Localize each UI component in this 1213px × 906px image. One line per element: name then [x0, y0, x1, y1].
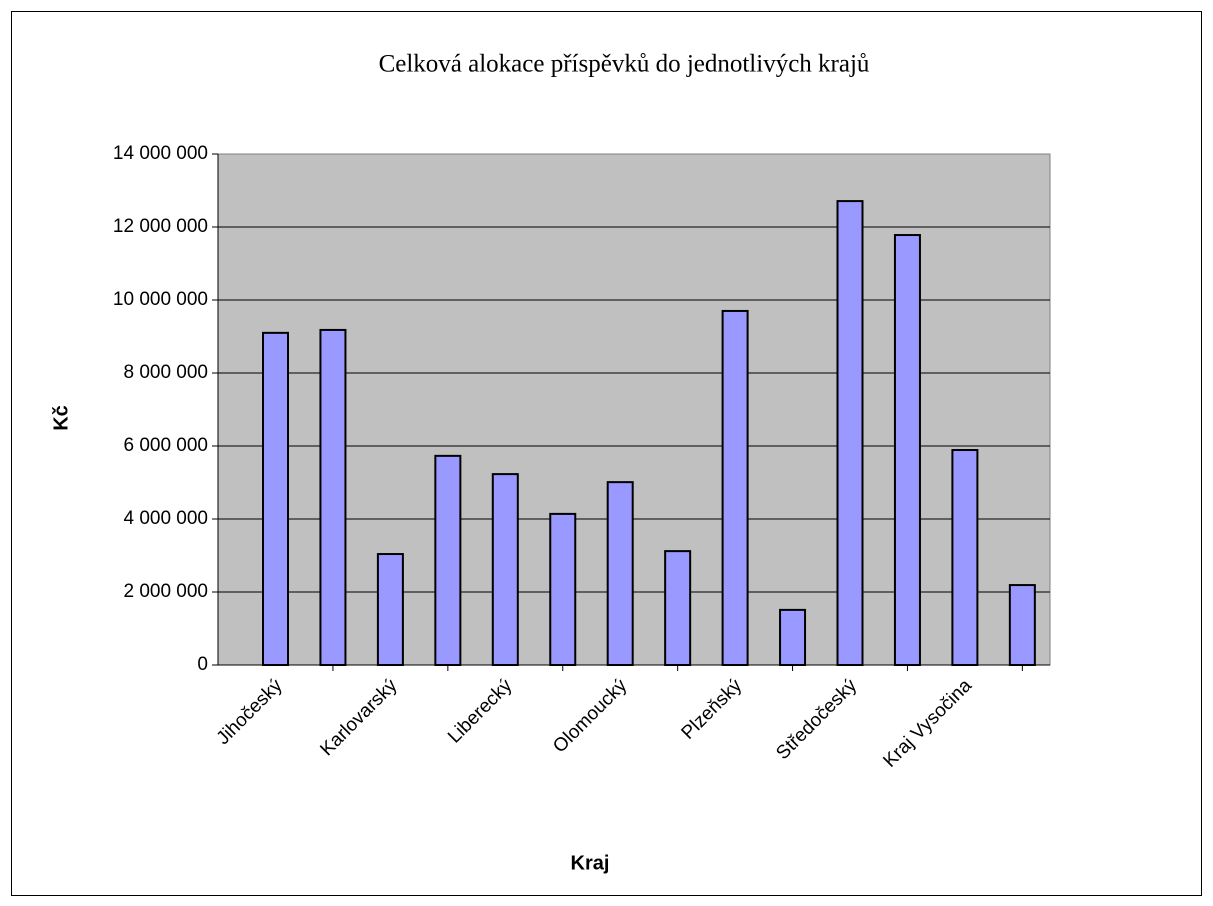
y-axis-title: Kč: [50, 405, 72, 431]
bar: [779, 608, 807, 667]
bar: [664, 550, 692, 666]
y-tick-label: 2 000 000: [123, 581, 208, 602]
y-tick-label: 10 000 000: [113, 289, 208, 310]
bar: [491, 473, 519, 667]
bar: [434, 454, 462, 667]
bar: [951, 449, 979, 667]
bar: [262, 331, 289, 666]
chart-title: Celková alokace příspěvků do jednotlivýc…: [379, 51, 870, 78]
bar: [721, 309, 749, 666]
bar: [606, 481, 634, 667]
y-tick-label: 14 000 000: [113, 143, 208, 164]
bar: [376, 553, 404, 666]
bar: [893, 234, 921, 666]
y-tick-label: 8 000 000: [123, 362, 208, 383]
y-tick-label: 6 000 000: [123, 435, 208, 456]
bar: [836, 200, 864, 667]
y-tick-label: 4 000 000: [123, 508, 208, 529]
y-tick-label: 0: [197, 654, 208, 675]
bar: [549, 512, 577, 667]
bar: [319, 328, 347, 666]
y-tick-label: 12 000 000: [113, 216, 208, 237]
bar: [1008, 584, 1036, 666]
x-axis-title: Kraj: [571, 852, 610, 874]
